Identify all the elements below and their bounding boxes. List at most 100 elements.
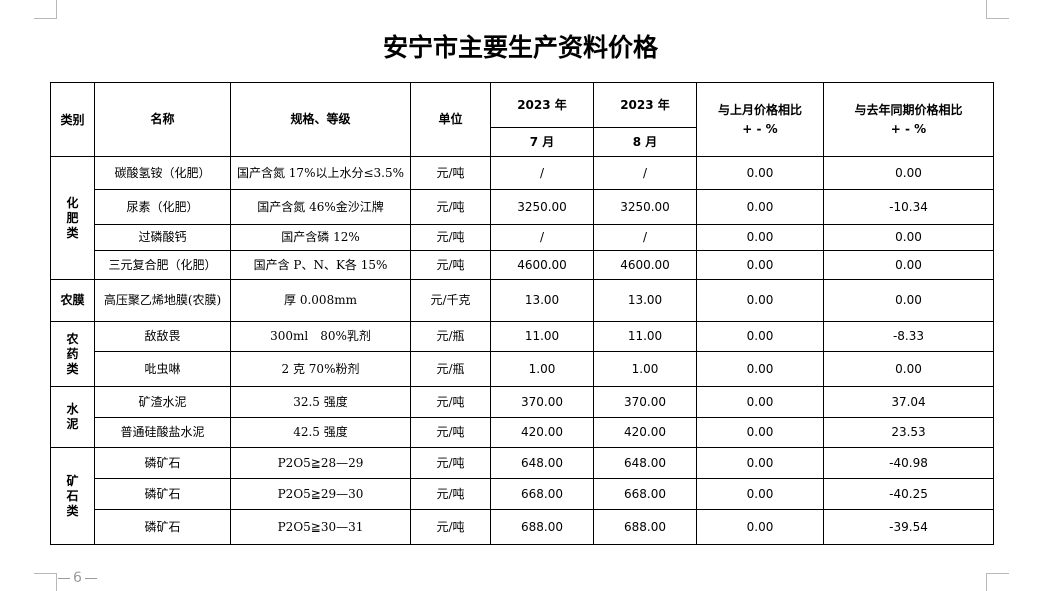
header-month-2: 8 月 [593,127,697,157]
price-july: / [490,156,594,190]
item-spec: 国产含 P、N、K各 15% [230,250,411,280]
price-july: 648.00 [490,447,594,479]
price-august: 668.00 [593,478,697,510]
item-name: 高压聚乙烯地膜(农膜) [94,279,231,322]
change-yoy: -39.54 [823,509,994,545]
table-row: 磷矿石 P2O5≧29—30 元/吨 668.00 668.00 0.00 -40.25 [51,478,994,510]
item-unit: 元/千克 [410,279,491,322]
price-july: 668.00 [490,478,594,510]
crop-mark-bottom-right [986,573,1009,591]
price-august: 4600.00 [593,250,697,280]
item-spec: P2O5≧30—31 [230,509,411,545]
change-yoy: 0.00 [823,351,994,387]
item-unit: 元/吨 [410,250,491,280]
category-cell: 矿石类 [50,447,95,545]
price-july: 13.00 [490,279,594,322]
price-august: / [593,224,697,251]
header-row-months: 7 月 8 月 [51,127,994,157]
change-yoy: 0.00 [823,156,994,190]
item-name: 磷矿石 [94,447,231,479]
header-month-1: 7 月 [490,127,594,157]
header-yoy-pct: + - % [890,121,927,136]
change-yoy: 0.00 [823,250,994,280]
header-category: 类别 [50,82,95,157]
price-august: 688.00 [593,509,697,545]
table-row: 化肥类碳酸氢铵（化肥） 国产含氮 17%以上水分≤3.5% 元/吨 //0.00 0.0… [50,156,994,280]
header-spec: 规格、等级 [230,82,411,157]
change-yoy: 23.53 [823,417,994,448]
header-mom-pct: + - % [742,121,778,136]
header-year-1: 2023 年 [490,82,594,128]
item-spec: 国产含氮 17%以上水分≤3.5% [230,156,411,190]
price-table: 类别 名称 规格、等级 单位 2023 年 2023 年 与上月价格相比 + -… [50,82,994,545]
price-july: 1.00 [490,351,594,387]
change-mom: 0.00 [696,386,824,418]
change-mom: 0.00 [696,478,824,510]
change-yoy: 0.00 [823,279,994,322]
item-unit: 元/吨 [410,156,491,190]
item-spec: 厚 0.008mm [230,279,411,322]
crop-mark-top-left [34,0,57,19]
table-row: 矿石类磷矿石 P2O5≧28—29 元/吨 648.00 648.00 0.00 -40.9… [50,447,994,545]
item-name: 尿素（化肥） [94,189,231,225]
item-unit: 元/吨 [410,447,491,479]
page-number-text: 6 [73,570,82,586]
price-july: 688.00 [490,509,594,545]
item-unit: 元/吨 [410,224,491,251]
change-mom: 0.00 [696,351,824,387]
header-name: 名称 [94,82,231,157]
item-unit: 元/吨 [410,509,491,545]
category-cell: 农膜 [50,279,95,322]
price-august: 1.00 [593,351,697,387]
item-unit: 元/吨 [410,417,491,448]
change-mom: 0.00 [696,509,824,545]
category-cell: 农药类 [50,321,95,387]
change-mom: 0.00 [696,189,824,225]
price-august: 370.00 [593,386,697,418]
item-spec: 42.5 强度 [230,417,411,448]
change-mom: 0.00 [696,447,824,479]
header-mom-label: 与上月价格相比 [717,102,802,117]
item-spec: 32.5 强度 [230,386,411,418]
header-yoy-label: 与去年同期价格相比 [854,102,963,117]
item-unit: 元/吨 [410,478,491,510]
price-august: 648.00 [593,447,697,479]
item-name: 敌敌畏 [94,321,231,352]
table-row: 磷矿石 P2O5≧30—31 元/吨 688.00 688.00 0.00 -39.54 [51,509,994,545]
change-yoy: 0.00 [823,224,994,251]
crop-mark-top-right [986,0,1009,19]
price-august: 11.00 [593,321,697,352]
header-row: 类别 名称 规格、等级 单位 2023 年 2023 年 与上月价格相比 + -… [50,82,994,157]
item-name: 过磷酸钙 [94,224,231,251]
item-name: 碳酸氢铵（化肥） [94,156,231,190]
change-mom: 0.00 [696,224,824,251]
item-unit: 元/吨 [410,386,491,418]
price-july: 4600.00 [490,250,594,280]
header-year-2: 2023 年 [593,82,697,128]
change-mom: 0.00 [696,417,824,448]
item-name: 磷矿石 [94,478,231,510]
item-name: 矿渣水泥 [94,386,231,418]
table-row: 吡虫啉 2 克 70%粉剂 元/瓶 1.00 1.00 0.00 0.00 [51,351,994,387]
category-cell: 化肥类 [50,156,95,280]
change-mom: 0.00 [696,321,824,352]
item-spec: 国产含磷 12% [230,224,411,251]
table-row: 尿素（化肥） 国产含氮 46%金沙江牌 元/吨 3250.00 3250.00 0.00-… [51,189,994,225]
change-yoy: 37.04 [823,386,994,418]
page-title: 安宁市主要生产资料价格 [382,33,658,62]
item-name: 普通硅酸盐水泥 [94,417,231,448]
change-yoy: -10.34 [823,189,994,225]
item-name: 三元复合肥（化肥） [94,250,231,280]
category-cell: 水泥 [50,386,95,448]
item-name: 吡虫啉 [94,351,231,387]
header-mom: 与上月价格相比 + - % [696,82,824,157]
item-unit: 元/瓶 [410,321,491,352]
change-mom: 0.00 [696,156,824,190]
page-number: 6 [58,568,97,588]
header-unit: 单位 [410,82,491,157]
item-spec: P2O5≧28—29 [230,447,411,479]
change-yoy: -8.33 [823,321,994,352]
change-mom: 0.00 [696,279,824,322]
price-july: 370.00 [490,386,594,418]
price-august: 13.00 [593,279,697,322]
